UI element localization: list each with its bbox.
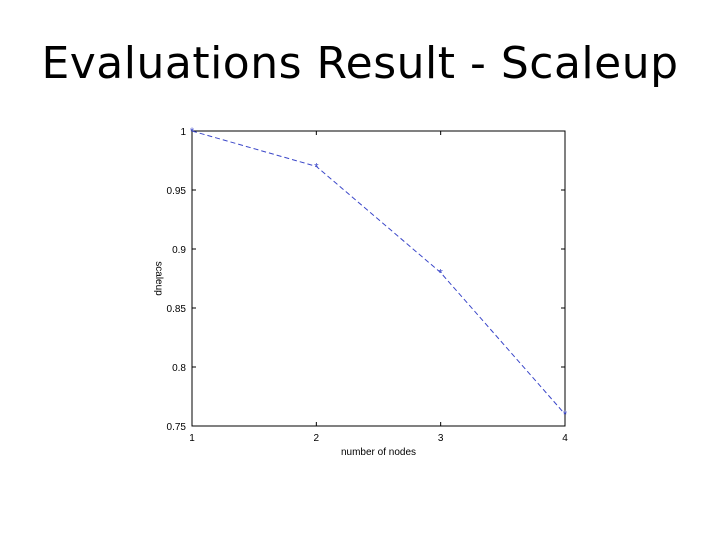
x-axis-label: number of nodes [341, 447, 416, 458]
x-tick-label: 1 [189, 433, 195, 444]
data-point-marker: * [190, 126, 195, 138]
data-point-marker: * [439, 268, 444, 280]
series-line [191, 130, 566, 415]
y-tick-label: 0.85 [167, 304, 187, 315]
x-tick-label: 3 [438, 433, 444, 444]
y-tick-label: 1 [180, 127, 186, 138]
slide-title: Evaluations Result - Scaleup [41, 38, 679, 89]
plot-frame [191, 130, 566, 427]
y-tick-label: 0.95 [167, 186, 187, 197]
y-tick-label: 0.75 [167, 422, 187, 433]
y-tick-label: 0.8 [172, 363, 186, 374]
x-tick-label: 2 [314, 433, 320, 444]
y-axis-label: scaleup [153, 261, 164, 296]
data-point-marker: * [563, 409, 568, 421]
data-point-marker: * [314, 161, 319, 173]
x-tick-label: 4 [562, 433, 568, 444]
y-tick-label: 0.9 [172, 245, 186, 256]
plot-area: 1 2 3 4 0.75 0.8 0.85 0.9 0.95 1 number of nodes sc… [153, 126, 568, 458]
